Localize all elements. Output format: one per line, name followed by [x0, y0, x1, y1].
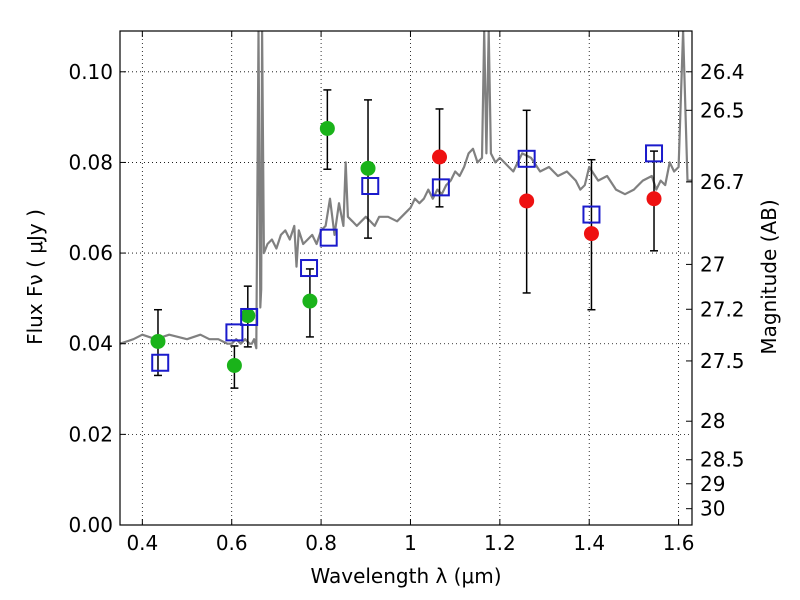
y2-tick-label: 27.2 — [700, 297, 745, 321]
data-point-square — [151, 353, 170, 372]
data-point-square — [240, 307, 259, 326]
data-point-circle — [240, 308, 256, 324]
y2-tick-label: 26.4 — [700, 60, 745, 84]
data-point-circle — [360, 160, 376, 176]
x-axis-label: Wavelength λ (μm) — [310, 564, 501, 588]
data-point-circle — [432, 149, 448, 165]
data-point-square — [225, 323, 244, 342]
data-point-square — [582, 205, 601, 224]
y-tick-label: 0.04 — [68, 332, 113, 356]
data-point-square — [645, 144, 664, 163]
x-tick-label: 1 — [404, 531, 417, 555]
y-tick-label: 0.06 — [68, 241, 113, 265]
y-tick-label: 0.10 — [68, 60, 113, 84]
data-point-square — [517, 149, 536, 168]
y-tick-label: 0.02 — [68, 422, 113, 446]
data-point-circle — [150, 333, 166, 349]
x-tick-label: 1.6 — [663, 531, 695, 555]
x-tick-label: 1.2 — [484, 531, 516, 555]
axis-ticks: 0.4 0.6 0.8 1 1.2 1.4 1.6 0.00 0.02 0.04 0.06 0.08 0… — [68, 31, 745, 555]
data-point-square — [431, 178, 450, 197]
y2-tick-label: 27 — [700, 252, 725, 276]
spectrum-layer — [120, 31, 692, 350]
plot-frame — [119, 30, 693, 526]
x-tick-label: 1.4 — [573, 531, 605, 555]
spectrum-line — [120, 31, 692, 350]
y2-tick-label: 27.5 — [700, 349, 745, 373]
data-point-circle — [319, 120, 335, 136]
data-point-square — [361, 176, 380, 195]
x-tick-label: 0.6 — [216, 531, 248, 555]
data-point-square — [319, 228, 338, 247]
data-point-circle — [226, 357, 242, 373]
y2-tick-label: 30 — [700, 497, 725, 521]
y-tick-label: 0.00 — [68, 513, 113, 537]
y2-tick-label: 28.5 — [700, 448, 745, 472]
x-tick-label: 0.8 — [305, 531, 337, 555]
marker-layer — [150, 120, 664, 373]
x-tick-label: 0.4 — [126, 531, 158, 555]
data-point-circle — [646, 191, 662, 207]
y2-tick-label: 26.7 — [700, 170, 745, 194]
y-tick-label: 0.08 — [68, 150, 113, 174]
y-axis-label: Flux Fν ( μJy ) — [23, 209, 47, 345]
data-point-circle — [519, 193, 535, 209]
y2-tick-label: 26.5 — [700, 98, 745, 122]
y2-tick-label: 29 — [700, 472, 725, 496]
grid — [120, 31, 692, 526]
data-point-circle — [583, 226, 599, 242]
y2-axis-label: Magnitude (AB) — [757, 199, 781, 354]
data-point-square — [300, 259, 319, 278]
y2-tick-label: 28 — [700, 409, 725, 433]
data-point-circle — [302, 293, 318, 309]
